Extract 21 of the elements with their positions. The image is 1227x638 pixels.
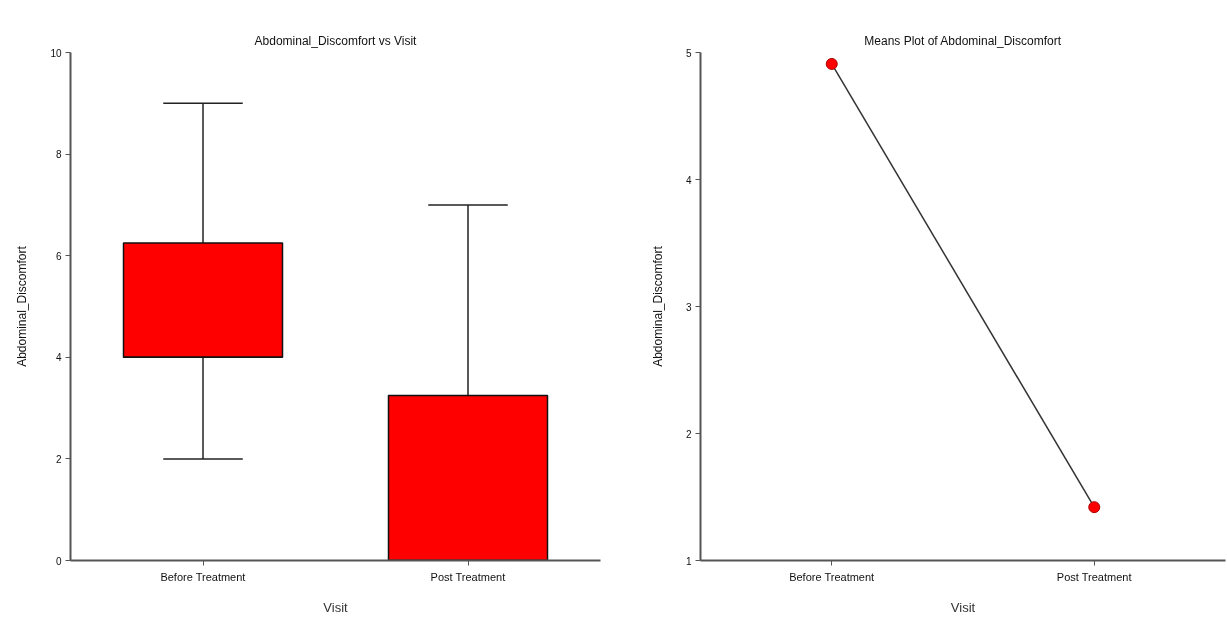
y-tick-label: 2 xyxy=(685,428,692,440)
y-tick-label: 4 xyxy=(685,174,692,186)
y-tick-label: 6 xyxy=(55,250,62,262)
y-tick-label: 3 xyxy=(685,301,692,313)
y-tick-label: 0 xyxy=(55,555,62,567)
chart-title: Means Plot of Abdominal_Discomfort xyxy=(864,33,1062,48)
y-tick-label: 2 xyxy=(55,453,62,465)
x-tick-label: Before Treatment xyxy=(160,570,246,583)
y-axis-title: Abdominal_Discomfort xyxy=(650,245,665,367)
y-tick-label: 1 xyxy=(685,555,692,567)
y-tick-label: 8 xyxy=(55,149,62,161)
chart-title: Abdominal_Discomfort vs Visit xyxy=(254,33,418,48)
x-tick-label: Before Treatment xyxy=(789,570,875,583)
y-tick-label: 4 xyxy=(55,352,62,364)
x-tick-label: Post Treatment xyxy=(1056,570,1132,583)
y-tick-label: 5 xyxy=(685,47,692,59)
y-tick-label: 10 xyxy=(50,47,62,59)
y-axis-title: Abdominal_Discomfort xyxy=(15,245,30,367)
x-tick-label: Post Treatment xyxy=(430,570,506,583)
x-axis-title: Visit xyxy=(950,599,976,615)
x-axis-title: Visit xyxy=(323,599,349,615)
